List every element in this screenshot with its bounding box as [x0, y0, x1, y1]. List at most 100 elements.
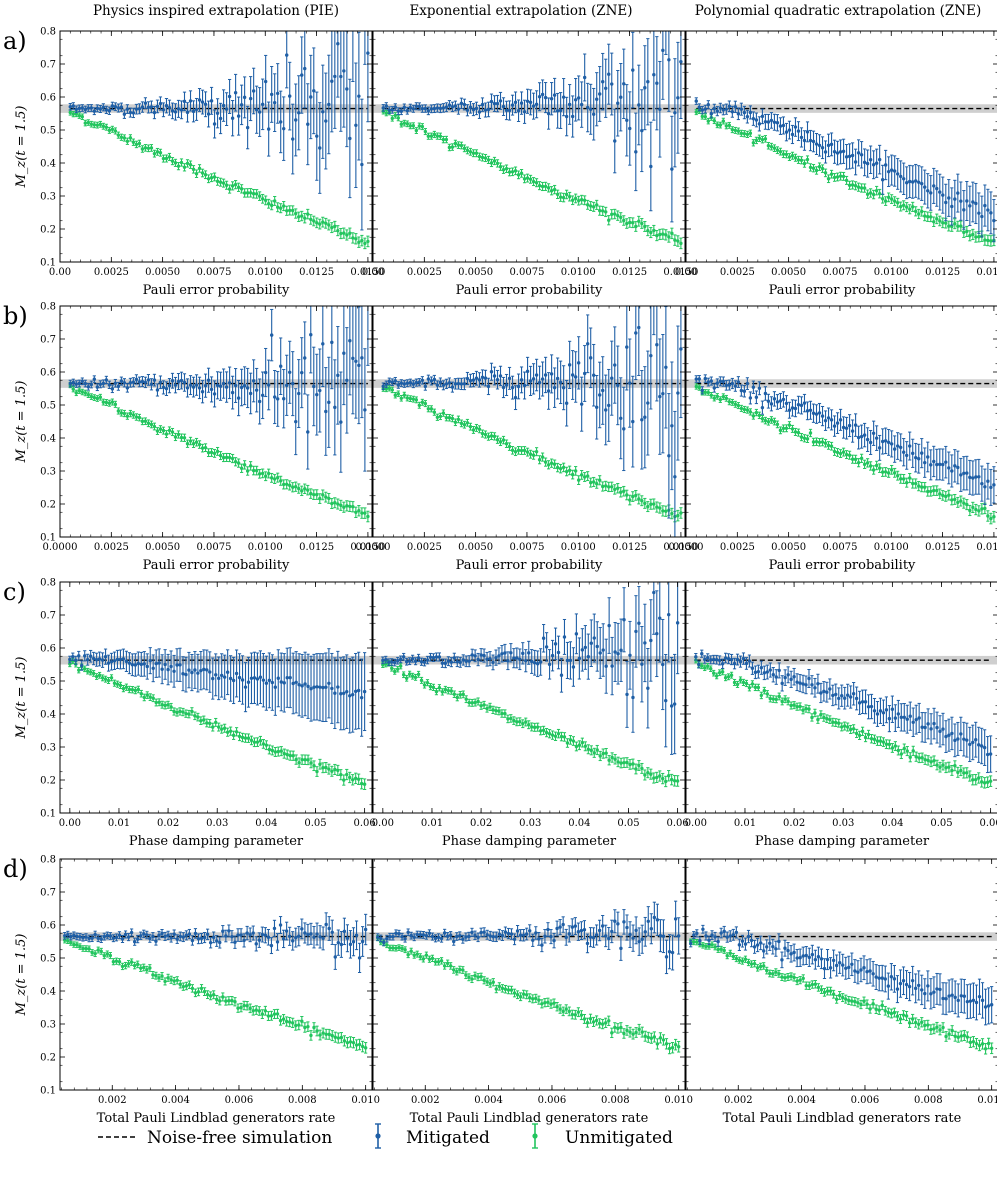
x-tick-label: 0.01 — [734, 818, 756, 829]
unmitigated-point — [754, 408, 759, 417]
x-tick-label: 0.04 — [255, 818, 277, 829]
mitigated-point — [120, 935, 125, 943]
mitigated-point — [126, 933, 131, 942]
unmitigated-point — [297, 211, 301, 222]
mitigated-point — [768, 935, 772, 951]
mitigated-point — [71, 652, 75, 661]
unmitigated-point — [971, 228, 975, 241]
unmitigated-point — [464, 971, 468, 980]
unmitigated-point — [789, 972, 793, 981]
mitigated-point — [980, 195, 984, 238]
mitigated-point — [576, 75, 581, 121]
unmitigated-point — [805, 434, 810, 443]
panel-a-2: 0.00 0.0025 0.0050 0.0075 0.0100 0.0125 0.0150… — [362, 30, 698, 298]
panel-row-2: b)0.10.20.30.40.50.60.70.80.0000 0.0025 0.… — [3, 302, 997, 573]
mitigated-point — [892, 155, 897, 187]
unmitigated-point — [172, 707, 176, 716]
mitigated-point — [814, 404, 819, 424]
plot-area — [373, 306, 685, 537]
unmitigated-point — [673, 1038, 678, 1051]
mitigated-point — [396, 381, 400, 389]
mitigated-point — [353, 653, 358, 730]
mitigated-point — [498, 365, 503, 387]
unmitigated-point — [601, 748, 605, 759]
unmitigated-point — [595, 478, 599, 489]
mitigated-point — [570, 350, 575, 400]
x-tick-label: 0.006 — [538, 1095, 567, 1106]
unmitigated-point — [479, 972, 483, 981]
unmitigated-point — [224, 180, 229, 190]
unmitigated-point — [884, 739, 889, 750]
mitigated-point — [294, 83, 298, 157]
unmitigated-point — [327, 492, 331, 504]
mitigated-point — [920, 166, 924, 201]
unmitigated-point — [500, 709, 504, 718]
mitigated-point — [950, 978, 954, 1012]
unmitigated-point — [267, 744, 272, 755]
mitigated-point — [393, 103, 397, 111]
unmitigated-point — [959, 765, 963, 777]
mitigated-point — [649, 913, 654, 945]
mitigated-point — [547, 649, 552, 680]
mitigated-point — [449, 657, 454, 668]
unmitigated-point — [721, 393, 726, 401]
mitigated-point — [500, 645, 504, 663]
unmitigated-point — [415, 950, 419, 958]
mitigated-point — [549, 354, 554, 394]
unmitigated-point — [112, 679, 117, 687]
mitigated-point — [634, 306, 638, 381]
unmitigated-point — [905, 202, 909, 213]
mitigated-point — [224, 92, 229, 126]
mitigated-point — [245, 367, 250, 409]
mitigated-point — [521, 929, 526, 942]
mitigated-point — [221, 925, 225, 938]
unmitigated-point — [107, 126, 112, 134]
mitigated-point — [850, 419, 855, 443]
panel-row-4: d)0.10.20.30.40.50.60.70.80.002 0.004 0.00… — [3, 855, 997, 1126]
mitigated-point — [974, 984, 979, 1021]
unmitigated-point — [435, 413, 440, 421]
unmitigated-point — [439, 957, 444, 965]
unmitigated-point — [784, 424, 789, 433]
unmitigated-point — [196, 712, 200, 722]
mitigated-point — [664, 31, 668, 55]
mitigated-point — [658, 60, 662, 158]
unmitigated-point — [450, 143, 455, 151]
mitigated-point — [143, 97, 148, 110]
mitigated-point — [300, 36, 304, 114]
unmitigated-point — [530, 722, 534, 732]
unmitigated-point — [128, 409, 133, 418]
mitigated-point — [558, 360, 563, 405]
unmitigated-point — [786, 973, 790, 981]
unmitigated-point — [492, 156, 497, 166]
mitigated-point — [474, 101, 479, 116]
mitigated-point — [407, 657, 412, 666]
mitigated-point — [77, 104, 81, 113]
mitigated-point — [134, 374, 139, 385]
mitigated-point — [175, 934, 179, 944]
mitigated-point — [616, 911, 620, 937]
mitigated-point — [356, 651, 361, 730]
mitigated-point — [272, 370, 277, 425]
unmitigated-point — [923, 482, 927, 493]
unmitigated-point — [844, 994, 848, 1004]
mitigated-point — [649, 306, 653, 410]
mitigated-point — [926, 708, 930, 740]
unmitigated-point — [83, 119, 87, 127]
mitigated-point — [832, 415, 837, 437]
unmitigated-point — [485, 977, 489, 986]
unmitigated-point — [359, 777, 364, 790]
unmitigated-point — [333, 497, 337, 509]
mitigated-point — [878, 697, 883, 724]
unmitigated-point — [199, 984, 204, 993]
mitigated-point — [145, 930, 149, 940]
mitigated-point — [172, 929, 176, 939]
mitigated-point — [414, 378, 419, 387]
mitigated-point — [267, 652, 272, 709]
mitigated-point — [749, 933, 754, 948]
unmitigated-point — [768, 969, 772, 978]
mitigated-point — [215, 934, 219, 947]
mitigated-point — [672, 653, 677, 755]
mitigated-point — [622, 587, 626, 653]
unmitigated-point — [643, 769, 647, 781]
